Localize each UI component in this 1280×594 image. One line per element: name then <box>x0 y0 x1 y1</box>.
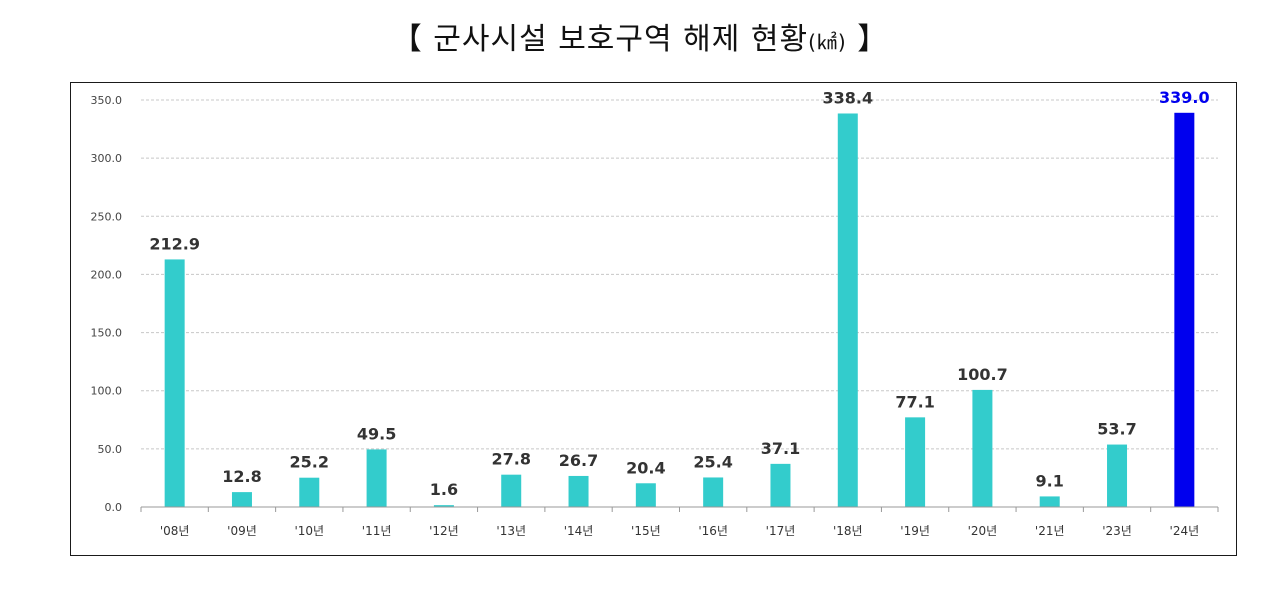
axes: 0.0 50.0 100.0 150.0 200.0 250.0 300.0 350.0 '08… <box>91 94 1219 538</box>
bar-10 <box>837 113 858 508</box>
x-tick-label-3: '11년 <box>362 524 392 538</box>
y-tick-label: 300.0 <box>91 152 123 165</box>
x-tick-label-2: '10년 <box>294 524 324 538</box>
bar-7 <box>635 483 656 507</box>
bar-11 <box>905 417 926 507</box>
value-label-0: 212.9 <box>149 234 200 253</box>
bar-3 <box>366 449 387 507</box>
bar-12 <box>972 389 993 507</box>
x-tick-label-15: '24년 <box>1170 524 1200 538</box>
bar-8 <box>703 477 724 507</box>
bar-14 <box>1107 444 1128 507</box>
value-label-9: 37.1 <box>761 439 800 458</box>
y-tick-label: 250.0 <box>91 210 123 223</box>
chart-title-close: 】 <box>857 22 889 57</box>
value-label-14: 53.7 <box>1097 420 1136 439</box>
chart-frame: 212.9 12.8 25.2 49.5 1.6 27.8 26.7 20.4 25.4 37.1… <box>70 82 1237 556</box>
chart-title: 【 군사시설 보호구역 해제 현황(㎢) 】 <box>0 14 1280 58</box>
x-tick-label-11: '19년 <box>900 524 930 538</box>
value-label-1: 12.8 <box>222 467 261 486</box>
x-tick-label-1: '09년 <box>227 524 257 538</box>
y-tick-label: 50.0 <box>98 443 123 456</box>
bar-9 <box>770 463 791 507</box>
bar-1 <box>231 492 252 507</box>
x-tick-label-6: '14년 <box>564 524 594 538</box>
x-tick-label-13: '21년 <box>1035 524 1065 538</box>
bar-6 <box>568 475 589 507</box>
x-tick-label-12: '20년 <box>968 524 998 538</box>
value-label-13: 9.1 <box>1036 471 1064 490</box>
grid-lines <box>141 99 1218 450</box>
value-label-7: 20.4 <box>626 458 665 477</box>
y-tick-label: 0.0 <box>105 501 123 514</box>
chart-title-unit: (㎢) <box>808 30 847 54</box>
x-tick-label-9: '17년 <box>766 524 796 538</box>
y-tick-label: 150.0 <box>91 327 123 340</box>
x-tick-label-4: '12년 <box>429 524 459 538</box>
bar-chart: 212.9 12.8 25.2 49.5 1.6 27.8 26.7 20.4 25.4 37.1… <box>91 88 1219 538</box>
value-label-12: 100.7 <box>957 365 1008 384</box>
bar-15 <box>1174 112 1195 507</box>
y-tick-label: 200.0 <box>91 268 123 281</box>
x-tick-label-14: '23년 <box>1102 524 1132 538</box>
value-label-3: 49.5 <box>357 424 396 443</box>
x-tick-label-10: '18년 <box>833 524 863 538</box>
x-tick-label-5: '13년 <box>496 524 526 538</box>
y-tick-label: 350.0 <box>91 94 123 107</box>
value-label-8: 25.4 <box>693 452 732 471</box>
bars <box>164 112 1195 508</box>
value-label-5: 27.8 <box>491 450 530 469</box>
chart-title-text: 【 군사시설 보호구역 해제 현황 <box>391 22 809 57</box>
value-labels: 212.9 12.8 25.2 49.5 1.6 27.8 26.7 20.4 25.4 37.1… <box>149 88 1209 499</box>
bar-5 <box>501 474 522 507</box>
value-label-11: 77.1 <box>895 392 934 411</box>
bar-4 <box>433 505 454 507</box>
value-label-2: 25.2 <box>290 453 329 472</box>
x-tick-label-8: '16년 <box>698 524 728 538</box>
value-label-10: 338.4 <box>822 88 873 107</box>
value-label-4: 1.6 <box>430 480 458 499</box>
value-label-6: 26.7 <box>559 451 598 470</box>
bar-0 <box>164 259 185 507</box>
bar-13 <box>1039 496 1060 507</box>
x-tick-label-0: '08년 <box>160 524 190 538</box>
y-tick-label: 100.0 <box>91 385 123 398</box>
bar-2 <box>299 477 320 507</box>
x-tick-label-7: '15년 <box>631 524 661 538</box>
value-label-15: 339.0 <box>1159 88 1210 107</box>
